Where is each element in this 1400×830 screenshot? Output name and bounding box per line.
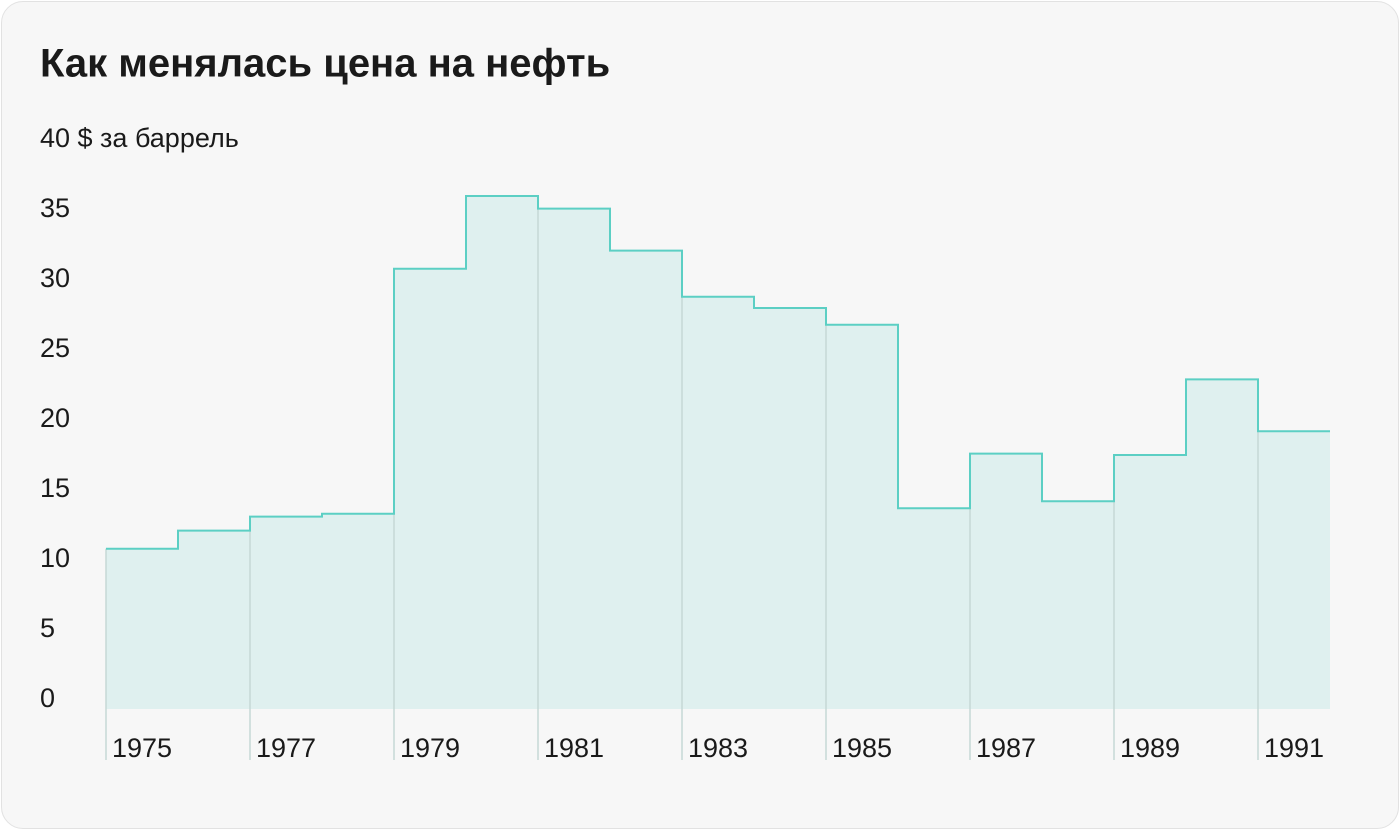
y-tick-label: 40 $ за баррель xyxy=(40,123,239,153)
y-tick-label: 0 xyxy=(40,683,55,713)
x-tick-label: 1989 xyxy=(1120,733,1180,763)
x-tick-label: 1983 xyxy=(688,733,748,763)
y-tick-label: 10 xyxy=(40,543,70,573)
x-tick-label: 1977 xyxy=(256,733,316,763)
y-tick-label: 25 xyxy=(40,333,70,363)
step-line xyxy=(106,195,1330,550)
area xyxy=(106,196,1330,709)
y-tick-label: 5 xyxy=(40,613,55,643)
x-tick-label: 1987 xyxy=(976,733,1036,763)
y-tick-label: 30 xyxy=(40,263,70,293)
x-tick-label: 1991 xyxy=(1264,733,1324,763)
x-tick-label: 1985 xyxy=(832,733,892,763)
chart-title: Как менялась цена на нефть xyxy=(40,42,610,86)
x-tick-label: 1975 xyxy=(112,733,172,763)
y-tick-label: 15 xyxy=(40,473,70,503)
y-tick-label: 35 xyxy=(40,193,70,223)
x-tick-label: 1979 xyxy=(400,733,460,763)
x-tick-label: 1981 xyxy=(544,733,604,763)
y-tick-label: 20 xyxy=(40,403,70,433)
